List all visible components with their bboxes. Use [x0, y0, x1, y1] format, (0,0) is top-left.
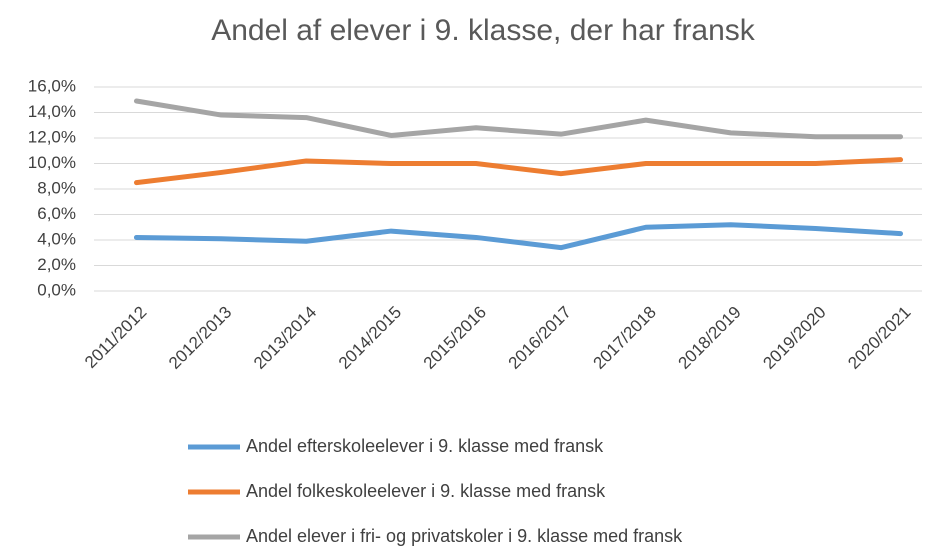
chart-title: Andel af elever i 9. klasse, der har fra… — [211, 14, 756, 47]
x-tick-label: 2019/2020 — [759, 303, 829, 373]
x-tick-label: 2018/2019 — [674, 303, 744, 373]
line-series — [133, 222, 904, 251]
y-tick-label: 14,0% — [28, 102, 76, 121]
line-series — [133, 98, 904, 140]
legend-label: Andel efterskoleelever i 9. klasse med f… — [246, 436, 604, 456]
x-tick-label: 2013/2014 — [250, 303, 320, 373]
legend-label: Andel elever i fri- og privatskoler i 9.… — [246, 526, 683, 546]
y-tick-label: 12,0% — [28, 127, 76, 146]
line-series — [133, 157, 904, 186]
y-tick-label: 4,0% — [37, 229, 76, 248]
y-tick-label: 2,0% — [37, 255, 76, 274]
y-tick-label: 0,0% — [37, 280, 76, 299]
x-tick-label: 2012/2013 — [165, 303, 235, 373]
x-tick-label: 2020/2021 — [844, 303, 914, 373]
y-tick-label: 6,0% — [37, 204, 76, 223]
x-tick-label: 2014/2015 — [335, 303, 405, 373]
y-tick-label: 8,0% — [37, 178, 76, 197]
x-tick-label: 2016/2017 — [505, 303, 575, 373]
x-tick-label: 2011/2012 — [81, 303, 150, 372]
y-tick-label: 10,0% — [28, 153, 76, 172]
x-tick-label: 2017/2018 — [590, 303, 660, 373]
x-tick-label: 2015/2016 — [420, 303, 490, 373]
y-tick-label: 16,0% — [28, 76, 76, 95]
legend-label: Andel folkeskoleelever i 9. klasse med f… — [246, 481, 606, 501]
